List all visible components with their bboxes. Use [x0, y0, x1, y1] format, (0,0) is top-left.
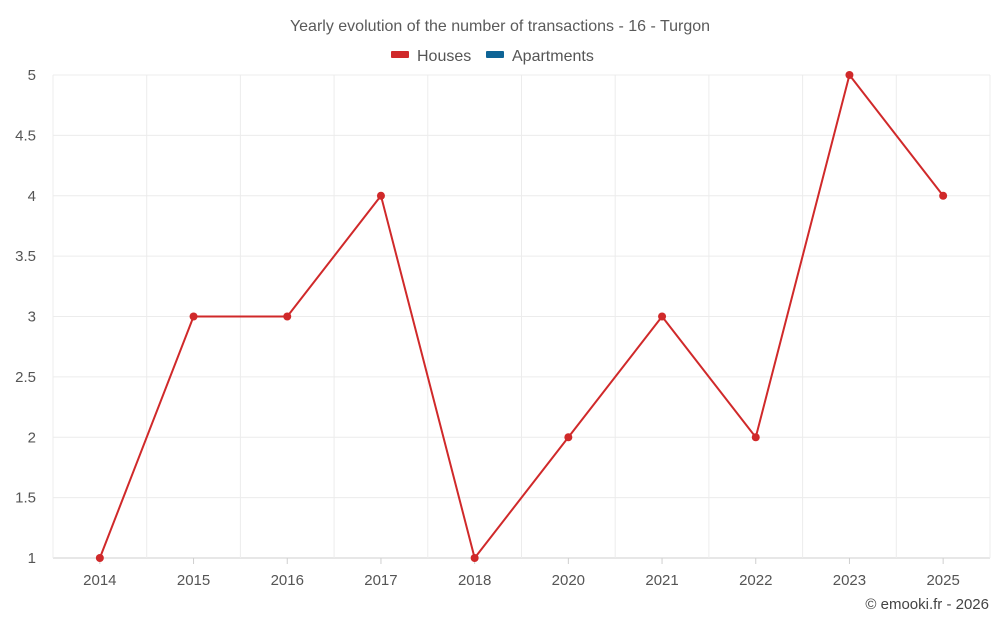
x-tick-label: 2023 [833, 572, 866, 589]
legend-item-apartments[interactable]: Apartments [486, 48, 594, 65]
legend-swatch-apartments [486, 51, 504, 58]
x-tick-label: 2021 [645, 572, 678, 589]
x-tick-label: 2016 [271, 572, 304, 589]
gridlines [52, 74, 991, 559]
y-tick-label: 2 [28, 429, 36, 446]
y-tick-label: 4.5 [15, 127, 36, 144]
data-point[interactable] [376, 191, 385, 200]
legend: Houses Apartments [391, 48, 594, 65]
y-tick-label: 1.5 [15, 490, 36, 507]
x-tick-label: 2014 [83, 572, 116, 589]
x-tick-label: 2025 [926, 572, 959, 589]
y-tick-label: 3 [28, 309, 36, 326]
y-tick-label: 2.5 [15, 369, 36, 386]
legend-swatch-houses [391, 51, 409, 58]
data-point[interactable] [658, 312, 667, 321]
y-axis: 1 1.5 2 2.5 3 3.5 4 4.5 5 [15, 67, 36, 567]
data-point[interactable] [283, 312, 292, 321]
series-houses [95, 71, 948, 562]
data-point[interactable] [95, 554, 104, 562]
legend-label-houses: Houses [417, 48, 471, 65]
credit-text: © emooki.fr - 2026 [865, 596, 989, 613]
legend-item-houses[interactable]: Houses [391, 48, 471, 65]
x-axis: 2014 2015 2016 2017 2018 2020 2021 2022 2023 2025 [83, 558, 960, 589]
data-point[interactable] [470, 554, 479, 562]
series-line [98, 74, 944, 559]
y-tick-label: 5 [28, 67, 36, 84]
x-tick-label: 2015 [177, 572, 210, 589]
data-point[interactable] [564, 433, 573, 442]
data-point[interactable] [751, 433, 760, 442]
legend-label-apartments: Apartments [512, 48, 594, 65]
chart-title: Yearly evolution of the number of transa… [290, 18, 710, 35]
y-tick-label: 4 [28, 188, 36, 205]
y-tick-label: 1 [28, 550, 36, 567]
x-tick-label: 2022 [739, 572, 772, 589]
x-tick-label: 2020 [552, 572, 585, 589]
data-point[interactable] [939, 191, 948, 200]
x-tick-label: 2018 [458, 572, 491, 589]
y-tick-label: 3.5 [15, 248, 36, 265]
data-point[interactable] [845, 71, 854, 79]
x-tick-label: 2017 [364, 572, 397, 589]
data-point[interactable] [189, 312, 198, 321]
